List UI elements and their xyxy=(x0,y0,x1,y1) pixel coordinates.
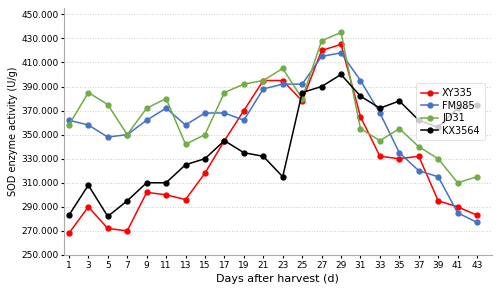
JD31 xyxy=(144,106,150,110)
XY335 xyxy=(280,79,285,82)
Line: KX3564: KX3564 xyxy=(66,72,480,219)
JD31 xyxy=(358,127,364,131)
XY335 xyxy=(124,229,130,233)
JD31 xyxy=(396,127,402,131)
FM985 xyxy=(66,119,72,122)
XY335 xyxy=(222,139,228,142)
Line: XY335: XY335 xyxy=(66,42,480,236)
XY335 xyxy=(66,232,72,235)
JD31 xyxy=(299,97,305,100)
FM985 xyxy=(124,133,130,136)
XY335 xyxy=(182,198,188,201)
XY335 xyxy=(358,115,364,118)
XY335 xyxy=(105,227,111,230)
KX3564 xyxy=(318,85,324,88)
JD31 xyxy=(222,91,228,94)
KX3564 xyxy=(86,183,91,187)
JD31 xyxy=(377,139,383,142)
FM985 xyxy=(144,119,150,122)
KX3564 xyxy=(474,103,480,106)
JD31 xyxy=(435,157,441,161)
FM985 xyxy=(241,119,247,122)
FM985 xyxy=(222,111,228,115)
X-axis label: Days after harvest (d): Days after harvest (d) xyxy=(216,274,340,284)
JD31 xyxy=(338,31,344,34)
KX3564 xyxy=(105,215,111,218)
FM985 xyxy=(280,82,285,86)
FM985 xyxy=(435,175,441,178)
JD31 xyxy=(163,97,169,100)
KX3564 xyxy=(358,94,364,98)
XY335 xyxy=(318,49,324,52)
FM985 xyxy=(260,87,266,91)
JD31 xyxy=(280,67,285,70)
FM985 xyxy=(86,123,91,127)
KX3564 xyxy=(396,99,402,103)
FM985 xyxy=(299,82,305,86)
KX3564 xyxy=(222,139,228,142)
FM985 xyxy=(163,106,169,110)
KX3564 xyxy=(66,213,72,217)
XY335 xyxy=(396,157,402,161)
FM985 xyxy=(474,221,480,224)
XY335 xyxy=(163,193,169,197)
FM985 xyxy=(182,123,188,127)
FM985 xyxy=(202,111,208,115)
XY335 xyxy=(416,154,422,158)
KX3564 xyxy=(144,181,150,185)
XY335 xyxy=(338,43,344,46)
FM985 xyxy=(454,211,460,215)
KX3564 xyxy=(435,126,441,129)
JD31 xyxy=(454,181,460,185)
Line: FM985: FM985 xyxy=(66,51,480,225)
Y-axis label: SOD enzyme activity (U/g): SOD enzyme activity (U/g) xyxy=(8,67,18,197)
FM985 xyxy=(358,79,364,82)
XY335 xyxy=(144,191,150,194)
XY335 xyxy=(241,109,247,112)
KX3564 xyxy=(338,73,344,76)
XY335 xyxy=(474,213,480,217)
XY335 xyxy=(260,79,266,82)
KX3564 xyxy=(163,181,169,185)
JD31 xyxy=(318,39,324,43)
JD31 xyxy=(105,103,111,106)
FM985 xyxy=(377,111,383,115)
JD31 xyxy=(66,123,72,127)
FM985 xyxy=(105,135,111,139)
XY335 xyxy=(435,199,441,203)
JD31 xyxy=(474,175,480,178)
XY335 xyxy=(202,171,208,175)
Line: JD31: JD31 xyxy=(66,30,480,185)
JD31 xyxy=(202,133,208,136)
KX3564 xyxy=(202,157,208,161)
XY335 xyxy=(299,99,305,103)
JD31 xyxy=(241,82,247,86)
FM985 xyxy=(318,55,324,58)
XY335 xyxy=(86,205,91,208)
XY335 xyxy=(454,205,460,208)
FM985 xyxy=(396,151,402,154)
JD31 xyxy=(124,133,130,136)
JD31 xyxy=(260,79,266,82)
KX3564 xyxy=(182,163,188,166)
FM985 xyxy=(338,51,344,55)
XY335 xyxy=(377,154,383,158)
JD31 xyxy=(86,91,91,94)
KX3564 xyxy=(241,151,247,154)
FM985 xyxy=(416,169,422,173)
JD31 xyxy=(182,142,188,146)
KX3564 xyxy=(280,175,285,178)
KX3564 xyxy=(416,119,422,122)
KX3564 xyxy=(124,199,130,203)
KX3564 xyxy=(454,106,460,110)
KX3564 xyxy=(260,154,266,158)
Legend: XY335, FM985, JD31, KX3564: XY335, FM985, JD31, KX3564 xyxy=(416,84,484,140)
KX3564 xyxy=(377,106,383,110)
JD31 xyxy=(416,145,422,148)
KX3564 xyxy=(299,91,305,94)
